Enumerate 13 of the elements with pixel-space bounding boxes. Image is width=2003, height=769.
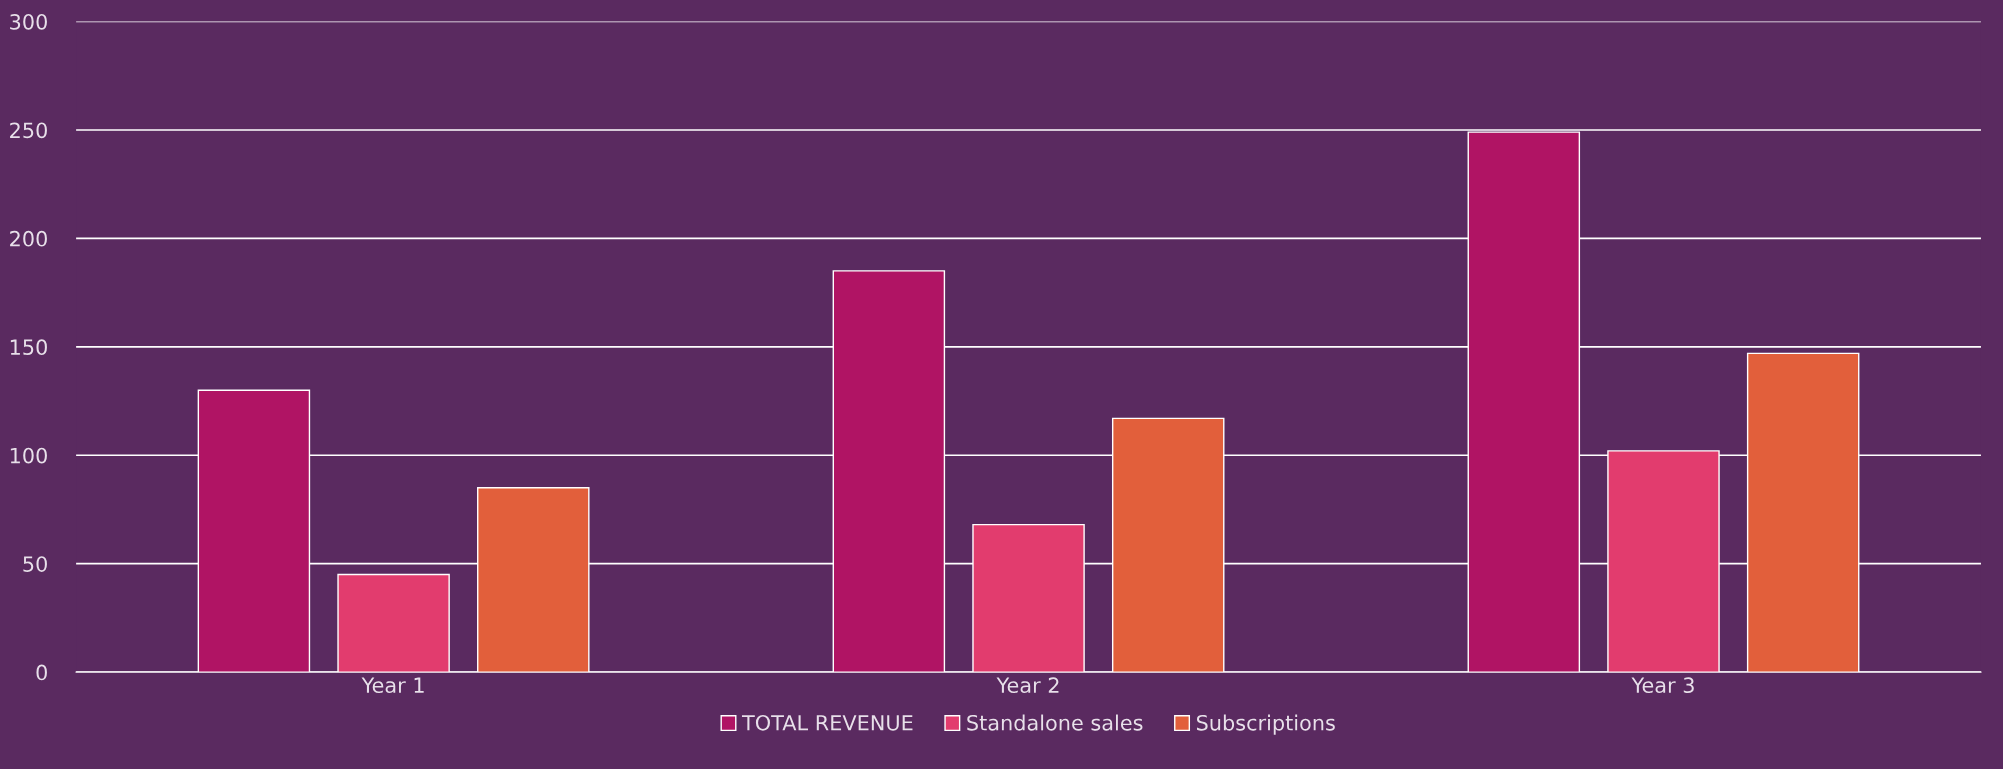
y-tick-label: 50 (23, 556, 47, 572)
y-tick-label: 150 (10, 339, 47, 356)
x-tick-label: Year 3 (1631, 677, 1694, 694)
y-tick-label: 0 (36, 664, 47, 681)
legend-label: Subscriptions (1196, 714, 1335, 735)
legend-label: TOTAL REVENUE (741, 714, 913, 731)
y-tick-label: 100 (10, 447, 47, 464)
legend-label: Standalone sales (967, 714, 1143, 731)
y-tick-label: 200 (10, 230, 47, 247)
x-tick-label: Year 2 (996, 677, 1059, 694)
y-tick-label: 300 (10, 13, 47, 30)
x-tick-label: Year 1 (361, 677, 424, 694)
y-tick-label: 250 (10, 122, 47, 139)
